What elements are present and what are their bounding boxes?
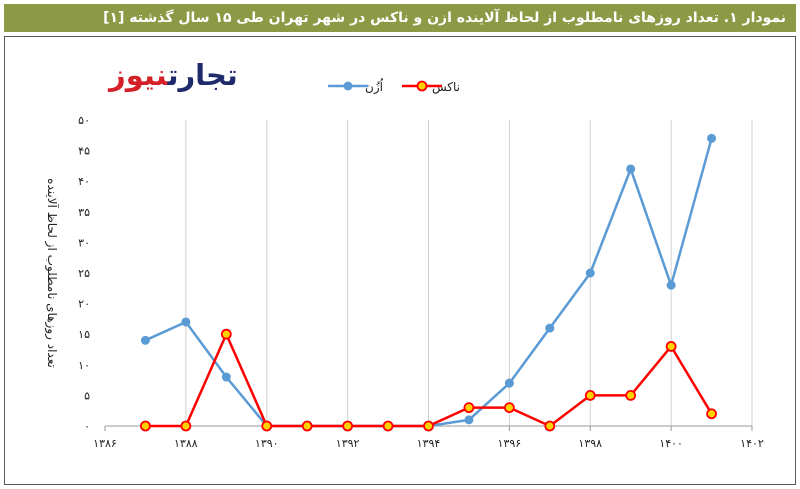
data-point bbox=[221, 372, 231, 382]
y-tick-label: ۱۰ bbox=[78, 359, 90, 372]
x-tick-label: ۱۳۹۲ bbox=[336, 437, 360, 450]
x-tick-label: ۱۴۰۰ bbox=[659, 437, 683, 450]
data-point bbox=[504, 378, 514, 388]
legend-label: ناکس bbox=[432, 80, 460, 95]
data-point bbox=[503, 402, 515, 414]
data-point bbox=[180, 420, 192, 432]
x-tick-labels: ۱۳۸۶ ۱۳۸۸ ۱۳۹۰ ۱۳۹۲ ۱۳۹۴ ۱۳۹۶ ۱۳۹۸ ۱۴۰۰ ۱۴۰۲ bbox=[93, 437, 764, 450]
y-tick-label: ۲۰ bbox=[78, 298, 90, 311]
x-tick-label: ۱۳۹۶ bbox=[498, 437, 522, 450]
logo-part-1: تجارت bbox=[167, 58, 239, 92]
chart-title: نمودار ۱. تعداد روزهای نامطلوب از لحاظ آ… bbox=[4, 4, 796, 32]
data-point bbox=[140, 420, 151, 432]
data-point bbox=[545, 323, 555, 333]
y-tick-label: ۰ bbox=[84, 420, 90, 433]
x-tick-label: ۱۴۰۲ bbox=[740, 437, 764, 450]
data-point bbox=[464, 415, 474, 425]
data-point bbox=[706, 408, 717, 420]
chart-frame bbox=[4, 36, 796, 485]
data-point bbox=[666, 280, 676, 290]
x-tick-label: ۱۳۹۴ bbox=[417, 437, 441, 450]
data-point bbox=[584, 389, 596, 401]
legend-swatch-marker bbox=[343, 81, 353, 91]
y-tick-label: ۴۵ bbox=[78, 145, 90, 158]
y-tick-label: ۳۰ bbox=[78, 236, 90, 249]
data-point bbox=[544, 420, 556, 432]
y-axis-label: تعداد روزهای نامطلوب از لحاظ آلاینده bbox=[44, 178, 60, 368]
data-point bbox=[665, 341, 677, 352]
legend-swatch-marker bbox=[416, 80, 428, 92]
data-point bbox=[261, 420, 273, 432]
legend: اُزُن ناکس bbox=[328, 77, 460, 95]
x-tick-label: ۱۳۹۸ bbox=[578, 437, 602, 450]
y-tick-label: ۴۰ bbox=[78, 175, 90, 188]
series-group bbox=[140, 133, 717, 432]
x-tick-label: ۱۳۹۰ bbox=[255, 437, 279, 450]
data-point bbox=[301, 420, 313, 432]
data-point bbox=[625, 389, 637, 401]
data-point bbox=[626, 164, 636, 174]
x-tick-label: ۱۳۸۶ bbox=[93, 437, 117, 450]
y-tick-label: ۲۵ bbox=[78, 267, 90, 280]
brand-logo: تجارتنیوز bbox=[109, 58, 239, 92]
x-tick-label: ۱۳۸۸ bbox=[174, 437, 198, 450]
data-point bbox=[382, 420, 394, 432]
data-point bbox=[181, 317, 191, 327]
legend-label: اُزُن bbox=[365, 77, 383, 95]
data-point bbox=[140, 335, 150, 345]
data-point bbox=[463, 402, 475, 414]
data-point bbox=[342, 420, 354, 432]
y-tick-label: ۱۵ bbox=[78, 328, 90, 341]
data-point bbox=[585, 268, 595, 278]
y-tick-label: ۵ bbox=[84, 389, 90, 402]
y-tick-label: ۳۵ bbox=[78, 206, 90, 219]
y-tick-labels: ۰ ۵ ۱۰ ۱۵ ۲۰ ۲۵ ۳۰ ۳۵ ۴۰ ۴۵ ۵۰ bbox=[78, 114, 90, 433]
logo-part-2: نیوز bbox=[109, 58, 169, 92]
data-point bbox=[423, 420, 434, 432]
y-tick-label: ۵۰ bbox=[78, 114, 90, 127]
data-point bbox=[220, 328, 232, 340]
data-point bbox=[707, 133, 717, 143]
